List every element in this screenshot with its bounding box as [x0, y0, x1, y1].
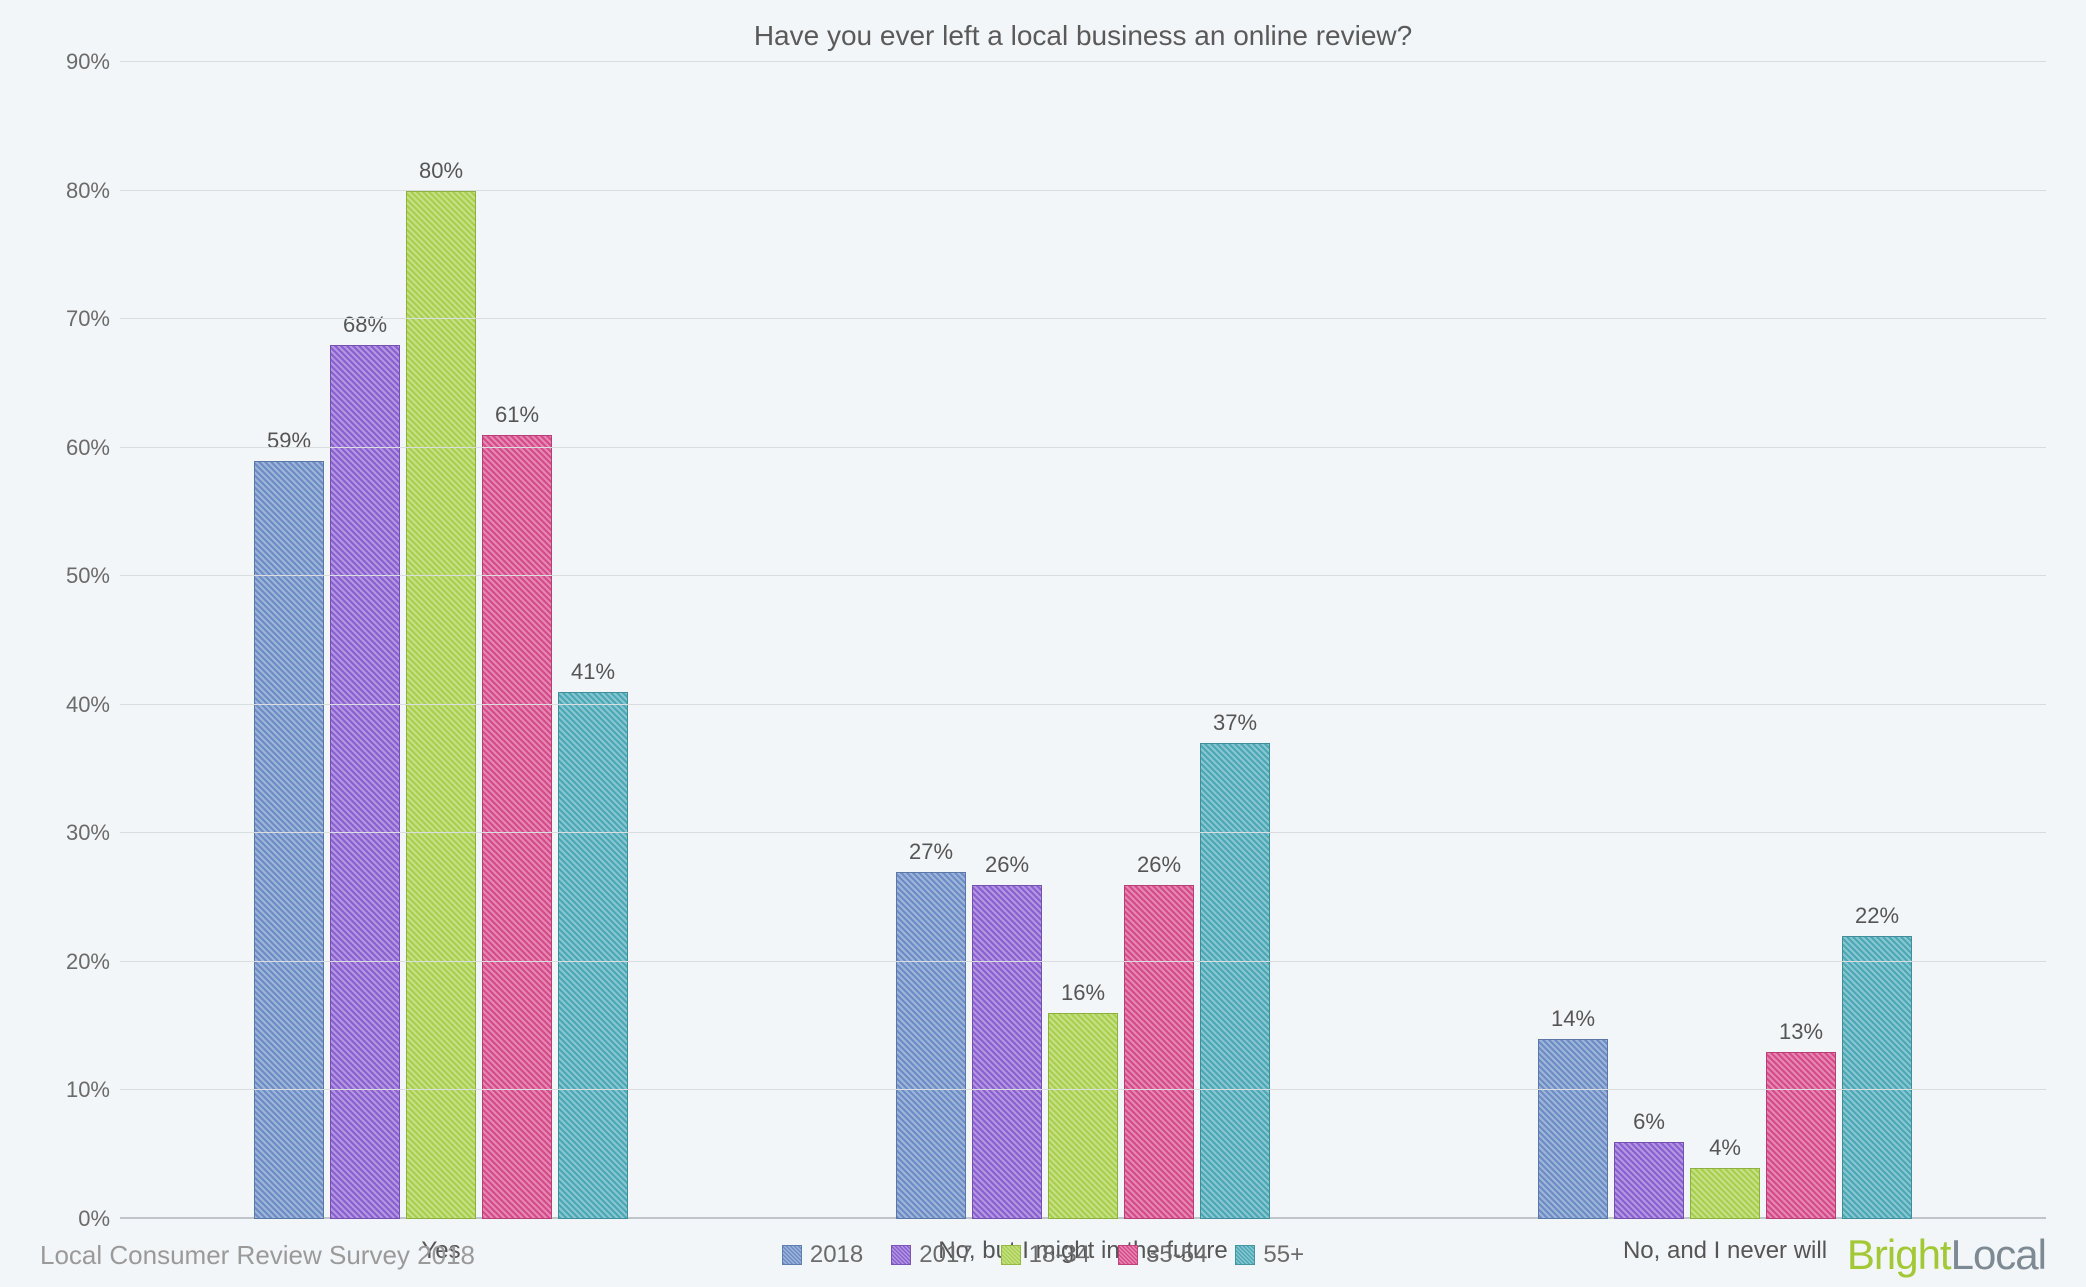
grid-line: [120, 1089, 2046, 1090]
bar-value-label: 22%: [1855, 903, 1899, 929]
bar: 41%: [558, 692, 628, 1219]
bar: 37%: [1200, 743, 1270, 1219]
bar: 6%: [1614, 1142, 1684, 1219]
source-label: Local Consumer Review Survey 2018: [40, 1240, 475, 1271]
y-tick-label: 90%: [50, 49, 110, 75]
bar: 26%: [1124, 885, 1194, 1219]
legend-swatch: [1118, 1245, 1138, 1265]
bar-value-label: 27%: [909, 839, 953, 865]
bar-value-label: 37%: [1213, 710, 1257, 736]
bar-value-label: 13%: [1779, 1019, 1823, 1045]
brand-part2: Local: [1951, 1231, 2046, 1278]
legend-item: 18-34: [1001, 1241, 1090, 1269]
bar-value-label: 4%: [1709, 1135, 1741, 1161]
chart-container: Have you ever left a local business an o…: [0, 0, 2086, 1287]
bar: 4%: [1690, 1168, 1760, 1219]
bar-group: 14%6%4%13%22%No, and I never will: [1404, 62, 2046, 1219]
legend-swatch: [1001, 1245, 1021, 1265]
bar-value-label: 61%: [495, 402, 539, 428]
grid-line: [120, 318, 2046, 319]
chart-footer: Local Consumer Review Survey 2018 201820…: [40, 1241, 2046, 1269]
brand-part1: Bright: [1847, 1231, 1951, 1278]
bar-value-label: 68%: [343, 312, 387, 338]
y-tick-label: 0%: [50, 1206, 110, 1232]
grid-line: [120, 832, 2046, 833]
y-tick-label: 60%: [50, 435, 110, 461]
bar-groups: 59%68%80%61%41%Yes27%26%16%26%37%No, but…: [120, 62, 2046, 1219]
bar-value-label: 80%: [419, 158, 463, 184]
bar: 13%: [1766, 1052, 1836, 1219]
chart-title: Have you ever left a local business an o…: [120, 20, 2046, 52]
bar-value-label: 16%: [1061, 980, 1105, 1006]
y-tick-label: 20%: [50, 949, 110, 975]
legend-label: 55+: [1263, 1241, 1304, 1269]
bar-value-label: 41%: [571, 659, 615, 685]
legend-item: 55+: [1235, 1241, 1304, 1269]
brand-logo: BrightLocal: [1847, 1231, 2046, 1279]
legend-swatch: [891, 1245, 911, 1265]
bar-value-label: 14%: [1551, 1006, 1595, 1032]
bar: 26%: [972, 885, 1042, 1219]
y-tick-label: 10%: [50, 1077, 110, 1103]
y-tick-label: 80%: [50, 178, 110, 204]
bar-value-label: 26%: [1137, 852, 1181, 878]
grid-line: [120, 704, 2046, 705]
plot-area: 59%68%80%61%41%Yes27%26%16%26%37%No, but…: [120, 62, 2046, 1219]
y-tick-label: 50%: [50, 563, 110, 589]
legend-item: 2017: [891, 1241, 972, 1269]
grid-line: [120, 961, 2046, 962]
bar: 61%: [482, 435, 552, 1219]
grid-line: [120, 575, 2046, 576]
bar-value-label: 59%: [267, 428, 311, 454]
legend-swatch: [1235, 1245, 1255, 1265]
grid-line: [120, 190, 2046, 191]
y-tick-label: 30%: [50, 820, 110, 846]
y-tick-label: 70%: [50, 306, 110, 332]
bar: 27%: [896, 872, 966, 1219]
bar: 80%: [406, 191, 476, 1219]
legend-item: 35-54: [1118, 1241, 1207, 1269]
legend-label: 2018: [810, 1241, 863, 1269]
grid-line: [120, 61, 2046, 62]
bar: 14%: [1538, 1039, 1608, 1219]
legend-swatch: [782, 1245, 802, 1265]
legend-label: 2017: [919, 1241, 972, 1269]
bar-group: 27%26%16%26%37%No, but I might in the fu…: [762, 62, 1404, 1219]
grid-line: [120, 447, 2046, 448]
bar-value-label: 6%: [1633, 1109, 1665, 1135]
bar: 16%: [1048, 1013, 1118, 1219]
bar-value-label: 26%: [985, 852, 1029, 878]
bar: 22%: [1842, 936, 1912, 1219]
legend-label: 18-34: [1029, 1241, 1090, 1269]
legend-item: 2018: [782, 1241, 863, 1269]
bar-group: 59%68%80%61%41%Yes: [120, 62, 762, 1219]
bar: 68%: [330, 345, 400, 1219]
legend: 2018 2017 18-34 35-54 55+: [782, 1241, 1304, 1269]
legend-label: 35-54: [1146, 1241, 1207, 1269]
y-tick-label: 40%: [50, 692, 110, 718]
